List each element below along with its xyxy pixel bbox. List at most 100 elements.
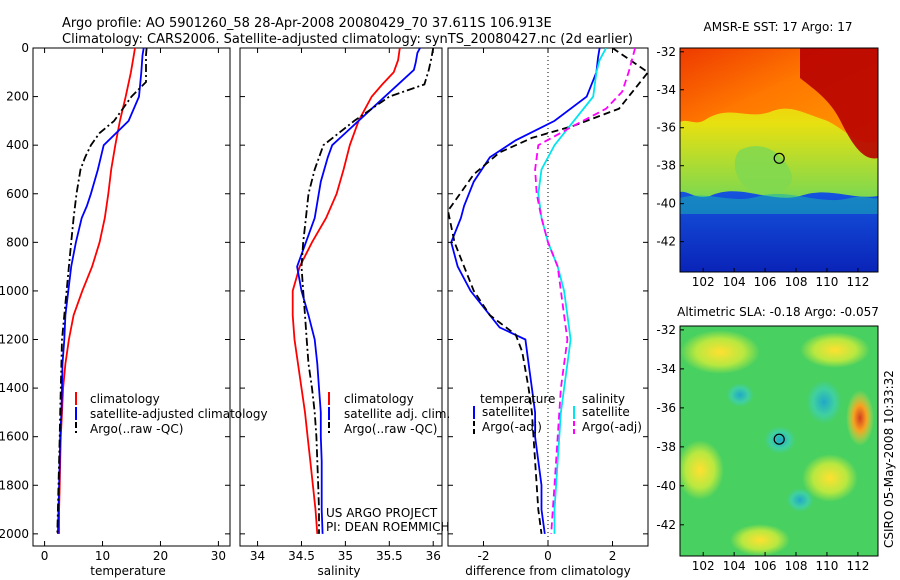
x-tick-label: 35.5 <box>376 549 403 563</box>
figure-title-line2: Climatology: CARS2006. Satellite-adjuste… <box>62 32 633 47</box>
map-x-tick-label: 104 <box>723 275 746 289</box>
sst-map-ticks: 102 104 106 108 110 112 -32 -34 -36 -38 -40 -42 <box>656 45 869 289</box>
y-tick-label: 2000 <box>0 527 29 541</box>
sst-heatmap <box>680 48 878 272</box>
figure-title-line1: Argo profile: AO 5901260_58 28-Apr-2008 … <box>62 16 552 31</box>
map-x-tick-label: 106 <box>754 275 777 289</box>
sla-cyan-eddy <box>726 383 754 407</box>
legend-argo-label: Argo(..raw -QC) <box>90 422 183 436</box>
difference-plot <box>448 48 648 546</box>
salinity-xlabel: salinity <box>317 564 360 578</box>
sla-yellow-patch <box>802 454 858 502</box>
map-y-tick-label: -32 <box>656 323 676 337</box>
sst-teal-band <box>680 193 878 214</box>
sla-map-title: Altimetric SLA: -0.18 Argo: -0.057 <box>677 305 879 319</box>
salinity-plot <box>291 48 435 534</box>
salinity-legend: climatology satellite adj. clim. Argo(..… <box>328 392 450 436</box>
x-tick-label: -2 <box>477 549 489 563</box>
map-x-tick-label: 102 <box>692 559 715 573</box>
temperature-xlabel: temperature <box>90 564 165 578</box>
map-x-tick-label: 106 <box>754 559 777 573</box>
y-tick-label: 1000 <box>0 284 29 298</box>
series-line-argo-raw-qc <box>300 48 435 534</box>
y-tick-label: 0 <box>21 41 29 55</box>
y-tick-label: 1400 <box>0 381 29 395</box>
series-line-satellite <box>537 48 607 534</box>
map-x-tick-label: 104 <box>723 559 746 573</box>
y-tick-label: 1600 <box>0 430 29 444</box>
map-x-tick-label: 110 <box>816 559 839 573</box>
x-tick-label: 34.5 <box>288 549 315 563</box>
y-tick-label: 400 <box>6 138 29 152</box>
series-line-climatology <box>291 48 401 534</box>
legend-sal-argo-label: Argo(-adj) <box>582 420 642 434</box>
sla-yellow-patch <box>680 330 760 374</box>
map-y-tick-label: -36 <box>656 401 676 415</box>
map-y-tick-label: -34 <box>656 362 676 376</box>
temperature-plot <box>56 48 148 534</box>
project-annotation-line2: PI: DEAN ROEMMICH <box>326 520 449 534</box>
temperature-legend: climatology satellite-adjusted climatolo… <box>75 392 268 436</box>
y-tick-label: 1200 <box>0 333 29 347</box>
map-y-tick-label: -42 <box>656 235 676 249</box>
series-line-argo-adj <box>534 48 636 534</box>
sla-map-frame <box>679 325 879 557</box>
sla-yellow-patch <box>800 332 870 368</box>
sla-heatmap <box>680 326 878 556</box>
legend-temp-argo-label: Argo(-adj) <box>482 420 542 434</box>
map-y-tick-label: -40 <box>656 479 676 493</box>
sla-orange-eddy <box>846 390 874 446</box>
map-y-tick-label: -36 <box>656 121 676 135</box>
sst-green-tongue <box>734 146 792 194</box>
legend-satellite-adjusted-label: satellite-adjusted climatology <box>90 407 268 421</box>
x-tick-label: 0 <box>544 549 552 563</box>
salinity-panel-frame <box>239 47 443 547</box>
map-x-tick-label: 110 <box>816 275 839 289</box>
timestamp-side-text: CSIRO 05-May-2008 10:33:32 <box>882 370 896 548</box>
map-y-tick-label: -42 <box>656 518 676 532</box>
series-line-satellite <box>450 48 601 535</box>
map-y-tick-label: -34 <box>656 83 676 97</box>
sst-map-frame <box>679 47 879 273</box>
map-y-tick-label: -38 <box>656 159 676 173</box>
sla-cyan-eddy <box>806 380 842 424</box>
x-tick-label: 10 <box>95 549 110 563</box>
y-tick-label: 600 <box>6 187 29 201</box>
x-tick-label: 20 <box>153 549 168 563</box>
sla-yellow-patch <box>730 524 790 556</box>
series-line-satellite-adj-clim <box>296 48 421 534</box>
difference-legend: temperature satellite Argo(-adj) salinit… <box>473 392 642 434</box>
legend-climatology-label: climatology <box>344 392 414 406</box>
x-tick-label: 30 <box>211 549 226 563</box>
y-tick-label: 800 <box>6 235 29 249</box>
x-tick-label: 0 <box>41 549 49 563</box>
map-y-tick-label: -38 <box>656 440 676 454</box>
legend-temp-satellite-label: satellite <box>482 405 530 419</box>
x-tick-label: 34 <box>250 549 265 563</box>
sla-yellow-patch <box>680 440 724 500</box>
series-line-satellite-adjusted-climatology <box>57 48 145 534</box>
map-y-tick-label: -40 <box>656 197 676 211</box>
series-line-argo-raw-qc <box>56 48 148 534</box>
series-line-climatology <box>58 48 136 534</box>
map-x-tick-label: 102 <box>692 275 715 289</box>
y-tick-label: 1800 <box>0 478 29 492</box>
y-tick-label: 200 <box>6 90 29 104</box>
map-x-tick-label: 112 <box>846 559 869 573</box>
x-tick-label: 2 <box>609 549 617 563</box>
legend-climatology-label: climatology <box>90 392 160 406</box>
legend-sal-satellite-label: satellite <box>582 405 630 419</box>
legend-satellite-adj-label: satellite adj. clim. <box>344 407 450 421</box>
legend-salinity-title: salinity <box>582 392 625 406</box>
axes-ticks: 0 10 20 30020040060080010001200140016001800… <box>0 41 648 563</box>
sla-cyan-eddy <box>764 426 796 454</box>
map-y-tick-label: -32 <box>656 45 676 59</box>
difference-xlabel: difference from climatology <box>465 564 631 578</box>
sla-cyan-eddy <box>786 488 814 512</box>
temperature-panel-frame <box>32 47 231 547</box>
sst-map-title: AMSR-E SST: 17 Argo: 17 <box>704 20 853 34</box>
sst-argo-marker <box>773 152 785 164</box>
legend-temperature-title: temperature <box>480 392 555 406</box>
legend-argo-label: Argo(..raw -QC) <box>344 422 437 436</box>
